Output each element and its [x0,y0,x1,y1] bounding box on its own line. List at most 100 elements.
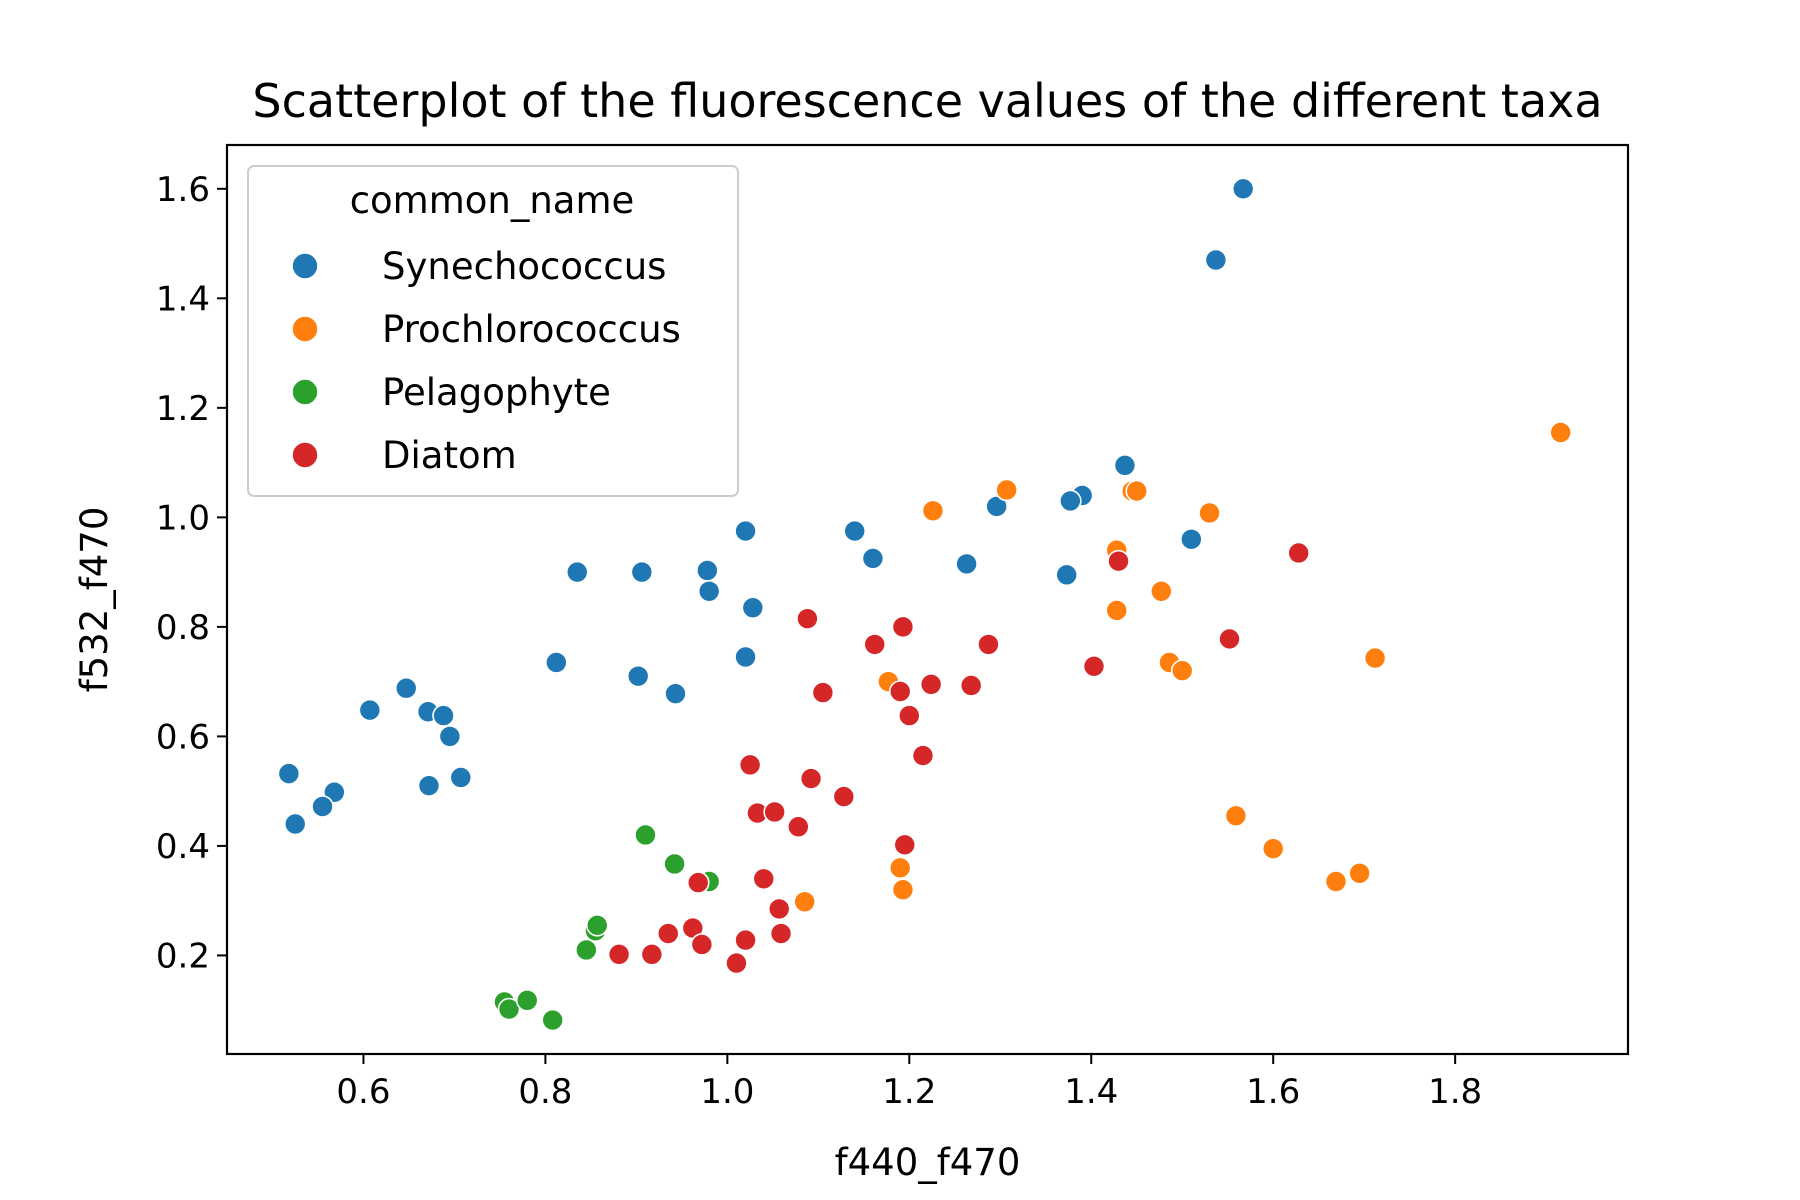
y-tick-label: 0.4 [156,827,210,867]
data-point [1125,479,1149,503]
x-tick-label: 1.4 [1064,1072,1118,1112]
chart-title: Scatterplot of the fluorescence values o… [252,74,1602,128]
data-point [921,499,945,523]
data-point [630,560,654,584]
y-axis: 0.2 0.4 0.6 0.8 1.0 1.2 1.4 1.6 [156,170,227,976]
data-point [656,922,680,945]
data-point [1224,804,1248,828]
data-point [663,852,686,876]
data-point [1059,489,1082,513]
data-point [1113,454,1137,477]
legend-entry: Synechococcus [291,245,666,288]
legend-marker [291,252,319,280]
data-point [449,766,473,789]
data-point [752,867,776,891]
data-point [725,951,748,975]
data-point [1180,527,1203,551]
data-point [1261,837,1285,860]
data-point [843,519,867,543]
y-tick-label: 1.4 [156,279,210,319]
legend-label: Prochlorococcus [382,308,681,351]
data-point [985,495,1008,518]
data-point [497,997,521,1021]
data-point [626,664,650,688]
legend-entry: Pelagophyte [291,371,611,414]
legend-entries: Synechococcus Prochlorococcus Pelagophyte D… [291,245,681,477]
legend-marker [291,315,319,343]
data-point [311,795,334,818]
data-point [565,560,589,584]
data-point [995,478,1018,502]
data-point [1170,659,1194,682]
data-point [283,812,307,836]
data-point [1363,646,1387,670]
data-point [438,725,462,748]
data-point [832,785,856,808]
x-axis-label: f440_f470 [835,1141,1021,1184]
data-point [690,933,714,956]
series-diatom [607,541,1310,975]
data-point [277,762,301,785]
data-point [891,878,915,902]
legend-entry: Prochlorococcus [291,308,681,351]
data-point [891,615,915,639]
y-tick-label: 0.6 [156,717,210,757]
y-tick-label: 0.2 [156,936,210,976]
data-point [811,681,835,704]
y-tick-label: 1.2 [156,389,210,429]
data-point [863,633,887,656]
data-point [1105,599,1129,622]
data-point [793,890,816,914]
plot-frame [225,143,1630,1056]
x-tick-label: 0.8 [518,1072,572,1112]
legend-marker [291,378,319,406]
data-point [1348,861,1371,885]
data-point [1204,248,1228,272]
legend-marker [291,441,319,469]
data-point [799,767,823,790]
data-point [696,559,719,582]
data-point [861,547,885,570]
legend: common_name Synechococcus Prochlorococcus… [247,165,739,497]
data-point [898,704,921,727]
legend-entry: Diatom [291,434,517,477]
data-point [763,800,786,824]
y-tick-label: 1.0 [156,498,210,538]
data-point [893,833,917,857]
legend-box [247,165,739,497]
data-point [1055,563,1078,587]
data-point [545,651,568,674]
data-point [541,1008,564,1032]
data-point [1107,549,1130,573]
data-point [664,682,687,705]
data-point [1218,627,1241,651]
data-point [787,815,810,839]
x-tick-label: 0.6 [336,1072,390,1112]
data-point [1549,421,1572,444]
data-point [769,922,793,945]
data-point [911,744,935,767]
y-tick-label: 0.8 [156,608,210,648]
data-point [1324,870,1348,893]
data-point [919,673,943,696]
data-point [955,552,978,576]
plot-area [277,177,1572,1032]
data-point [432,704,455,727]
data-point [734,645,757,669]
data-point [358,698,382,722]
data-point [734,928,757,952]
data-point [1082,655,1106,678]
data-point [575,938,598,962]
data-point [1231,177,1255,201]
data-point [417,774,441,797]
data-point [515,989,539,1012]
y-tick-label: 1.6 [156,170,210,210]
x-tick-label: 1.6 [1246,1072,1300,1112]
data-point [607,943,631,966]
data-point [1198,501,1221,525]
x-axis: 0.6 0.8 1.0 1.2 1.4 1.6 1.8 [336,1054,1482,1112]
data-point [888,856,912,880]
data-point [686,871,710,894]
data-point [738,753,762,777]
